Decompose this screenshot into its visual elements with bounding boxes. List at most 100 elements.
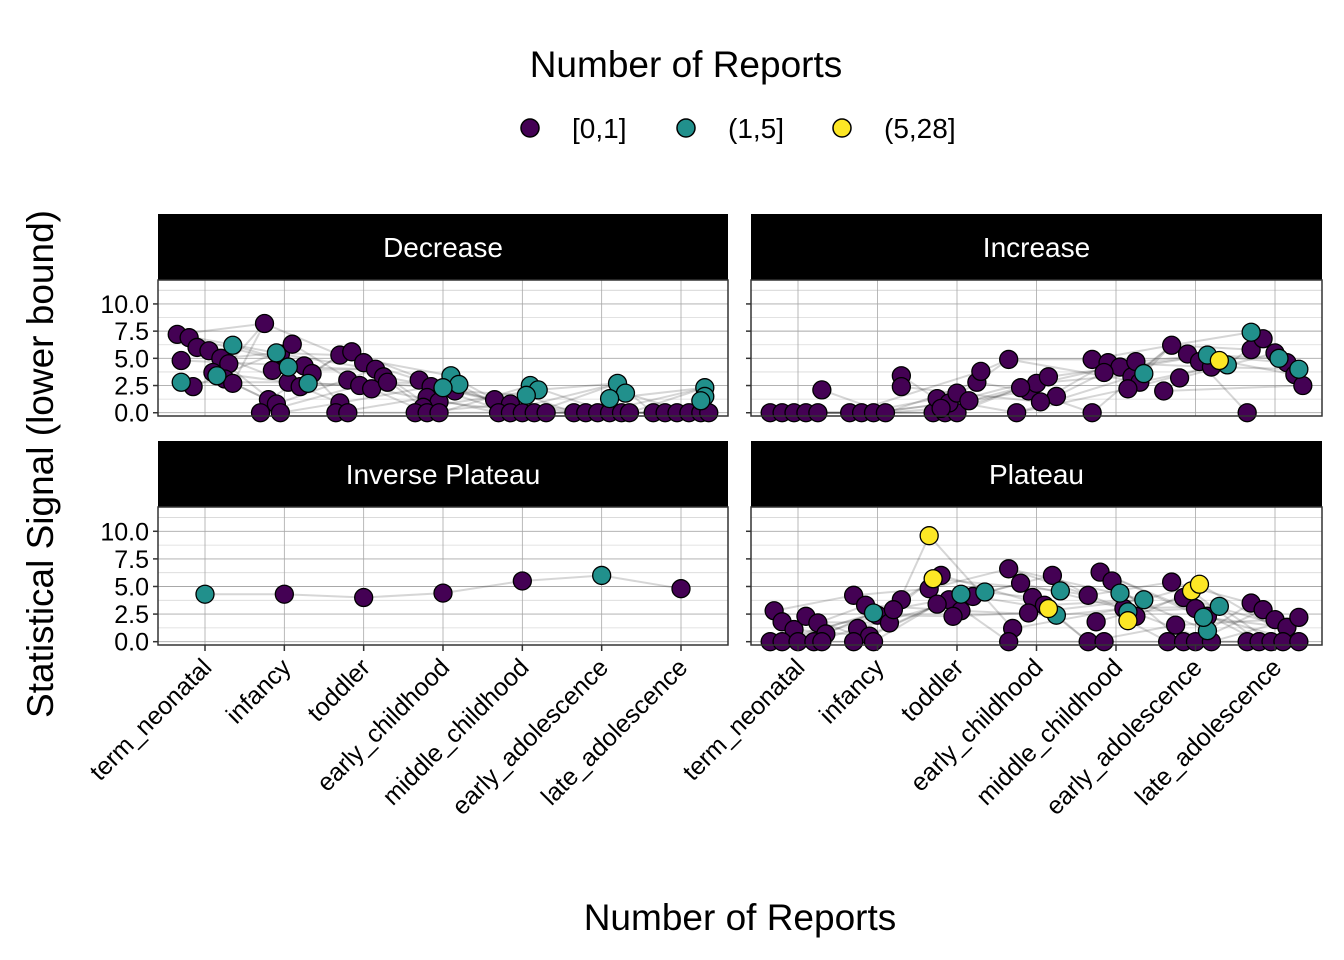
legend-key-0-1 [520,118,540,138]
points [760,322,1313,423]
gridlines [158,507,728,645]
connector-line [928,567,1009,590]
point-1-5 [298,373,318,394]
strip-label-inverse-plateau: Inverse Plateau [346,459,541,490]
point-0-1 [931,398,951,419]
point-0-1 [223,373,243,394]
point-0-1 [282,334,302,354]
point-0-1 [1094,632,1114,652]
panel-plateau: Plateau [746,441,1323,652]
x-tick-label-toddler: toddler [895,653,969,727]
point-0-1 [875,403,896,423]
connector-line [1163,384,1303,392]
point-0-1 [1237,403,1257,423]
point-0-1 [1169,368,1190,388]
connector-line [928,535,1014,630]
x-tick-label-infancy: infancy [814,653,890,729]
x-tick-label-term-neonatal: term_neonatal [677,653,810,786]
point-0-1 [812,380,832,400]
point-5-28 [923,569,943,589]
point-5-28 [1038,598,1059,619]
strip-label-increase: Increase [983,232,1090,263]
point-0-1 [1078,585,1098,605]
connector-line [853,587,930,597]
point-0-1 [1018,603,1039,623]
point-1-5 [171,372,191,392]
legend-label-5-28: (5,28] [884,113,956,144]
point-1-5 [449,374,469,395]
point-0-1 [999,559,1019,579]
y-tick-label: 0.0 [114,629,149,657]
point-0-1 [1086,612,1106,632]
point-1-5 [592,565,612,586]
panel-inverse-plateau: Inverse Plateau 0.02.55.07.510.0 [100,441,729,657]
point-1-5 [863,603,884,623]
point-0-1 [1162,572,1182,592]
point-0-1 [1289,607,1309,628]
legend-key-1-5 [676,118,696,138]
strip-decrease [158,214,728,280]
point-0-1 [808,403,828,423]
panel-border [157,279,729,417]
strip-label-decrease: Decrease [383,232,503,263]
point-1-5 [1241,322,1261,342]
connector-line [1020,582,1125,610]
point-1-5 [1134,363,1154,384]
point-1-5 [433,378,453,398]
x-axis-ticks: term_neonatal infancy toddlerearly_childho… [84,653,1287,821]
point-0-1 [1006,403,1027,423]
connector-line [1056,607,1125,617]
points [167,313,719,423]
point-1-5 [223,335,243,355]
legend-label-1-5: (1,5] [728,113,784,144]
strip-increase [751,214,1322,280]
point-0-1 [891,376,911,397]
point-0-1 [959,391,979,411]
connector-line [1008,358,1141,384]
point-0-1 [250,403,271,423]
x-tick-label-infancy: infancy [221,653,297,729]
connector-line [438,384,531,414]
x-tick-label-toddler: toddler [302,653,376,727]
connector-line [339,385,432,404]
point-1-5 [1134,590,1154,610]
point-0-1 [262,360,283,380]
connector-line [865,604,962,612]
point-0-1 [999,632,1019,652]
connector-line [1012,607,1125,630]
point-1-5 [1269,348,1289,368]
point-5-28 [919,526,939,546]
legend-key-5-28 [832,118,852,138]
point-1-5 [691,391,711,411]
y-tick-label: 10.0 [100,518,149,546]
connector-line [873,603,938,643]
point-0-1 [433,583,453,603]
point-0-1 [429,403,449,423]
points [760,526,1309,652]
x-tick-label-middle-childhood: middle_childhood [971,653,1128,810]
point-1-5 [195,584,215,604]
y-tick-label: 10.0 [100,291,149,319]
point-5-28 [1209,350,1229,371]
connector-line [276,368,376,405]
panel-decrease: Decrease 0.02.55.07.510.0 [100,214,729,428]
x-axis-title: Number of Reports [584,897,897,938]
connector-line [933,577,1061,592]
point-0-1 [270,403,291,423]
connector-line [280,401,341,414]
point-0-1 [1010,378,1031,398]
point-5-28 [1189,574,1210,594]
point-0-1 [1010,573,1031,593]
connector-line [1088,581,1172,597]
point-5-28 [1118,611,1138,631]
y-tick-label: 2.5 [114,601,149,629]
connector-line [960,609,1057,617]
strip-plateau [751,441,1322,507]
point-1-5 [516,385,536,405]
point-0-1 [1154,381,1174,401]
x-tick-label-term-neonatal: term_neonatal [84,653,217,786]
legend-label-0-1: [0,1] [572,113,626,144]
connector-line [629,386,706,414]
point-1-5 [207,366,227,386]
point-1-5 [1209,596,1229,617]
